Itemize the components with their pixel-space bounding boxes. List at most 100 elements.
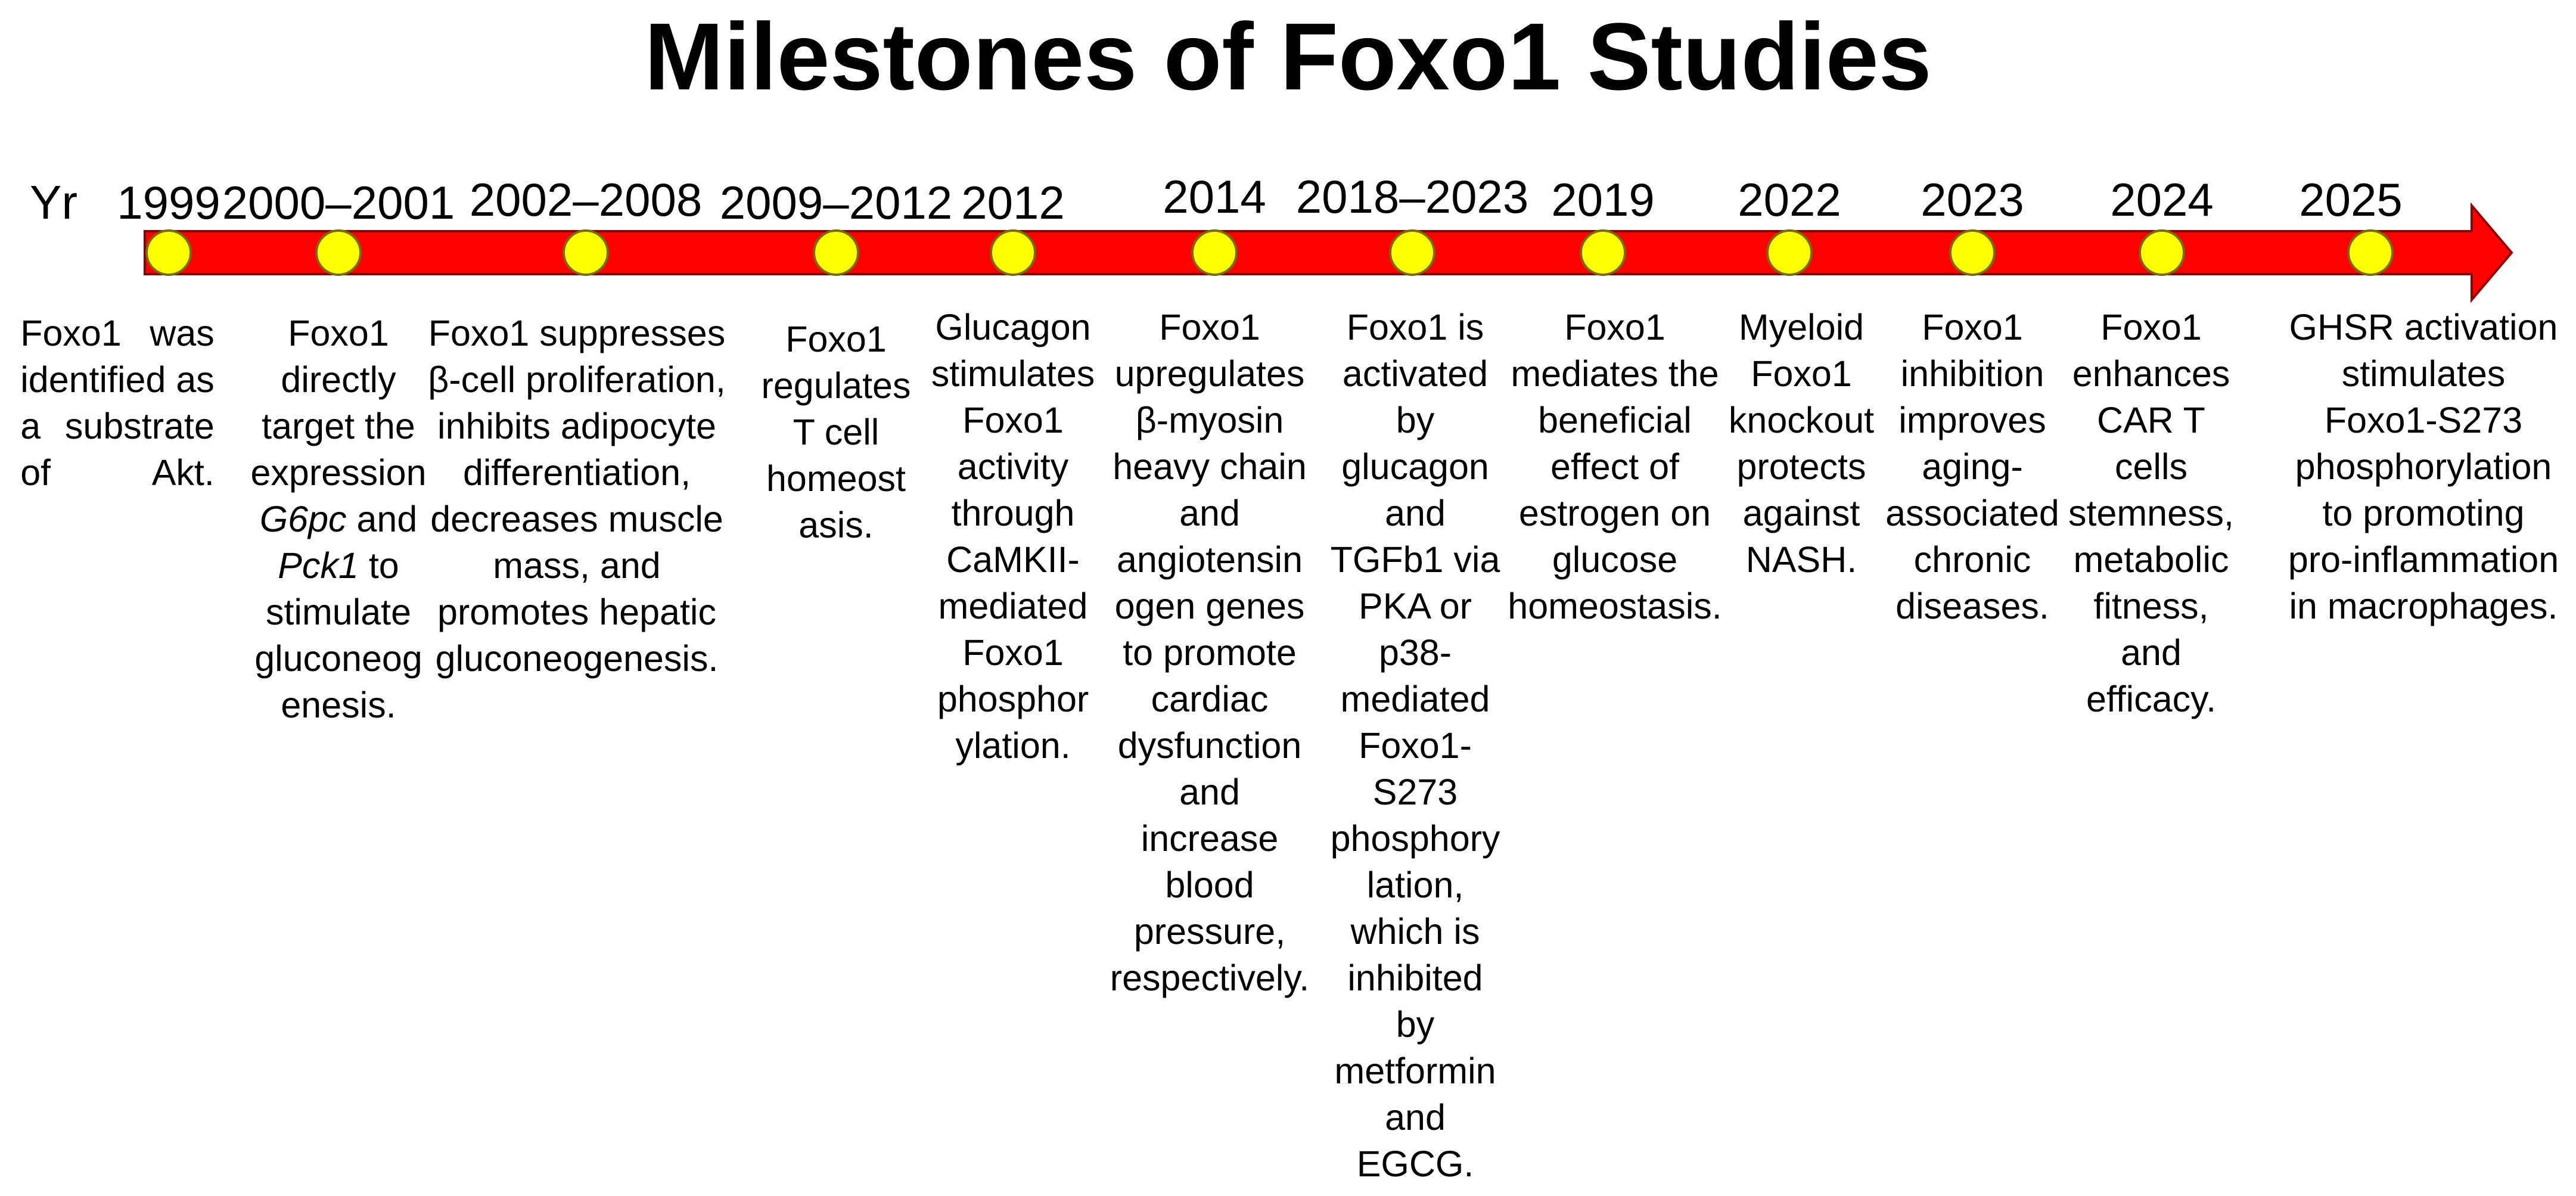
description-text: glucose — [1552, 539, 1678, 580]
description-text: inhibits adipocyte — [437, 406, 716, 446]
milestone-marker — [813, 229, 859, 276]
description-line: stimulate — [251, 589, 427, 635]
milestone-marker — [563, 229, 609, 276]
description-text: and — [2121, 632, 2182, 673]
description-text: respectively. — [1110, 958, 1310, 998]
description-text: pro-inflammation — [2288, 539, 2559, 580]
description-text: ylation. — [955, 725, 1071, 766]
description-line: Foxo1 — [1110, 304, 1310, 350]
description-text: Foxo1 — [288, 313, 389, 353]
description-text: Foxo1 — [1922, 307, 2023, 347]
description-line: improves — [1885, 397, 2059, 443]
description-text: by — [1396, 400, 1435, 440]
description-line: TGFb1 via — [1331, 536, 1500, 583]
description-line: stimulates — [2288, 350, 2559, 397]
description-line: activated — [1331, 350, 1500, 397]
milestone-description: Foxo1 upregulates β-myosin heavy chain and an… — [1110, 304, 1310, 1001]
description-text: through — [951, 493, 1075, 533]
description-line: Foxo1 — [2068, 304, 2234, 350]
description-line: Foxo1 was — [20, 310, 215, 356]
milestone-marker — [1766, 229, 1813, 276]
description-line: expression — [251, 449, 427, 496]
milestone-marker — [2139, 229, 2185, 276]
description-text: improves — [1898, 400, 2046, 440]
description-text: PKA or — [1359, 586, 1472, 626]
milestone-year: 2023 — [1921, 173, 2024, 226]
milestone-description: Foxo1 was identified as a substrate of Akt. — [20, 310, 215, 496]
description-line: ylation. — [931, 722, 1095, 769]
description-line: homeost — [762, 455, 911, 502]
description-text: estrogen on — [1518, 493, 1711, 533]
description-text: enhances — [2072, 353, 2230, 394]
description-line: Foxo1 is — [1331, 304, 1500, 350]
description-text: stimulates — [931, 353, 1095, 394]
description-text: Foxo1 — [962, 632, 1064, 673]
milestone-marker — [2347, 229, 2394, 276]
description-line: metformin — [1331, 1048, 1500, 1094]
description-text: which is — [1350, 911, 1480, 952]
description-text: beneficial — [1538, 400, 1692, 440]
description-line: pressure, — [1110, 908, 1310, 955]
description-line: promotes hepatic — [428, 589, 726, 635]
page-title: Milestones of Foxo1 Studies — [644, 3, 1932, 110]
milestone-year: 2024 — [2110, 173, 2214, 226]
description-text: and — [1179, 493, 1240, 533]
description-line: PKA or — [1331, 583, 1500, 629]
description-text: decreases muscle — [430, 499, 723, 539]
description-text: stemness, — [2068, 493, 2234, 533]
description-line: stemness, — [2068, 490, 2234, 536]
description-line: through — [931, 490, 1095, 536]
description-text: Glucagon — [935, 307, 1091, 347]
description-line: cardiac — [1110, 676, 1310, 722]
description-line: Foxo1- — [1331, 722, 1500, 769]
description-text: enesis. — [281, 685, 396, 725]
description-text: mediated — [938, 586, 1088, 626]
description-text: against — [1742, 493, 1860, 533]
description-line: upregulates — [1110, 350, 1310, 397]
description-line: differentiation, — [428, 449, 726, 496]
milestone-marker — [1191, 229, 1238, 276]
description-line: stimulates — [931, 350, 1095, 397]
description-line: lation, — [1331, 862, 1500, 908]
description-line: G6pc and — [251, 496, 427, 542]
description-text: activated — [1342, 353, 1489, 394]
description-text: p38- — [1378, 632, 1452, 673]
description-line: inhibits adipocyte — [428, 403, 726, 449]
description-line: angiotensin — [1110, 536, 1310, 583]
description-line: Myeloid — [1729, 304, 1874, 350]
milestone-year: 1999 — [117, 176, 220, 229]
description-line: increase — [1110, 815, 1310, 862]
description-text: directly — [281, 359, 396, 400]
description-line: p38- — [1331, 629, 1500, 676]
description-text: cardiac — [1151, 679, 1269, 719]
description-line: and — [1110, 490, 1310, 536]
milestone-marker — [145, 229, 192, 276]
description-line: Foxo1 — [1885, 304, 2059, 350]
description-text: activity — [957, 446, 1069, 487]
description-text: EGCG. — [1356, 1144, 1474, 1184]
description-text: metformin — [1334, 1051, 1496, 1091]
description-text: protects — [1736, 446, 1866, 487]
milestone-year: 2018–2023 — [1295, 170, 1529, 223]
description-text: lation, — [1366, 865, 1464, 905]
description-text: stimulate — [265, 592, 412, 632]
description-line: and — [2068, 629, 2234, 676]
description-line: blood — [1110, 862, 1310, 908]
description-text: by — [1396, 1004, 1435, 1045]
description-line: fitness, — [2068, 583, 2234, 629]
description-text: angiotensin — [1116, 539, 1303, 580]
milestone-description: Foxo1 is activated by glucagon and TGFb1 via P… — [1331, 304, 1500, 1187]
description-line: and — [1331, 1094, 1500, 1141]
description-text: Foxo1 — [1564, 307, 1665, 347]
description-line: homeostasis. — [1508, 583, 1722, 629]
description-text: a substrate — [20, 406, 215, 446]
description-line: phosphory — [1331, 815, 1500, 862]
description-line: Glucagon — [931, 304, 1095, 350]
description-line: CaMKII- — [931, 536, 1095, 583]
description-text: Foxo1 was — [20, 313, 215, 353]
description-text: CaMKII- — [946, 539, 1080, 580]
milestone-description: GHSR activation stimulates Foxo1-S273 phosp… — [2288, 304, 2559, 629]
description-text: aging- — [1922, 446, 2023, 487]
description-line: activity — [931, 443, 1095, 490]
description-line: regulates — [762, 362, 911, 409]
